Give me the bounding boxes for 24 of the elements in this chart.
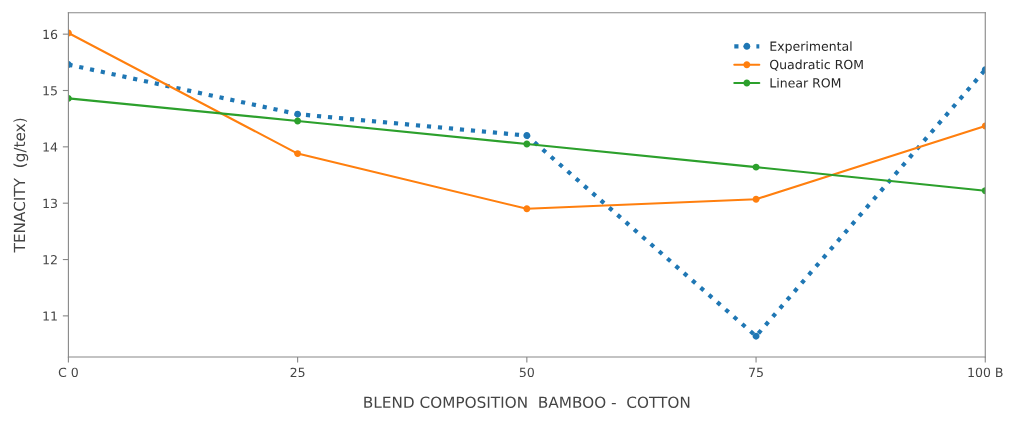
y-tick-label: 11: [43, 311, 57, 321]
point: [294, 150, 302, 158]
x-tick-label: 50: [519, 367, 534, 378]
y-tick-label: 12: [43, 255, 57, 265]
point: [294, 110, 302, 118]
point: [752, 195, 760, 203]
x-tick-label: 75: [749, 367, 763, 378]
point: [294, 117, 302, 125]
y-tick-label: 15: [43, 86, 57, 96]
point: [752, 332, 760, 340]
legend-label: Quadratic ROM: [770, 59, 863, 71]
point: [523, 205, 531, 213]
legend-label: Linear ROM: [770, 77, 841, 88]
point: [523, 132, 531, 140]
y-tick-label: 13: [43, 198, 57, 209]
x-tick-label: C 0: [58, 367, 78, 378]
x-tick-label: 25: [290, 367, 305, 378]
x-axis-title: BLEND COMPOSITION BAMBOO - COTTON: [364, 396, 690, 409]
point: [523, 140, 531, 148]
x-tick-label: 100 B: [968, 367, 1003, 378]
y-axis-title: TENACITY (g/tex): [13, 118, 29, 253]
legend-label: Experimental: [770, 41, 852, 54]
y-tick-label: 16: [43, 29, 58, 40]
y-tick-label: 14: [43, 142, 58, 152]
